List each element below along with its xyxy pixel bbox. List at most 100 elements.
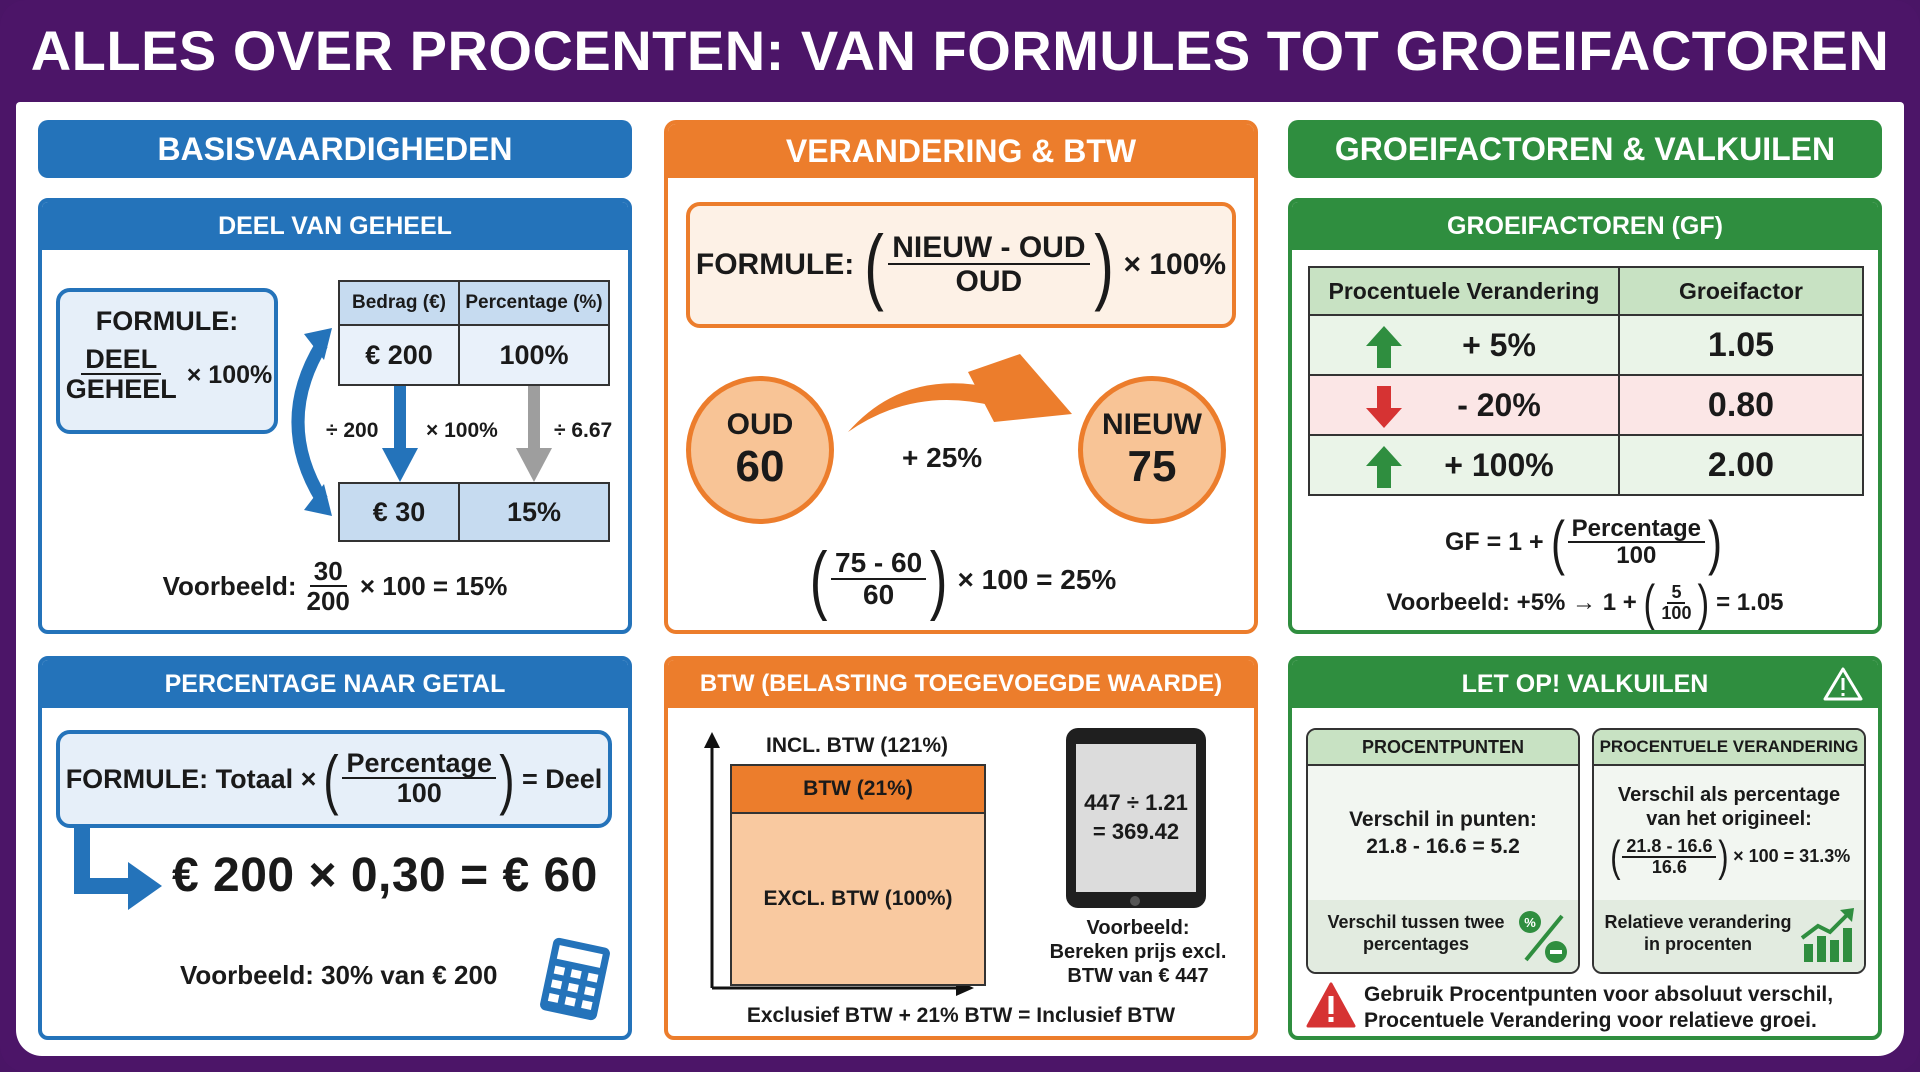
card-line: van het origineel: <box>1646 807 1812 830</box>
panel-heading: BTW (BELASTING TOEGEVOEGDE WAARDE) <box>668 660 1254 708</box>
card-line: Verschil in punten: <box>1349 807 1537 831</box>
card-footer: Relatieve verandering in procenten <box>1594 900 1864 972</box>
example-fraction: 5 100 <box>1657 582 1695 624</box>
gf-example: Voorbeeld: +5% → 1 + ( 5 100 ) = 1.05 <box>1292 574 1878 631</box>
panel-deel-van-geheel: DEEL VAN GEHEEL FORMULE: DEEL GEHEEL × 1… <box>38 198 632 634</box>
example-line: BTW van € 447 <box>1067 965 1209 987</box>
formula-multiplier: × 100% <box>186 360 273 389</box>
footer-line: in procenten <box>1643 933 1752 954</box>
paren-left: ( <box>864 217 884 312</box>
formula-fraction: Percentage 100 <box>1567 516 1706 570</box>
percent-minus-icon: % <box>1519 911 1567 963</box>
paren-left: ( <box>323 742 340 816</box>
formula-multiplier: × 100% <box>1123 248 1227 281</box>
formula-fraction: NIEUW - OUD OUD <box>888 232 1090 298</box>
calc-fraction: 75 - 60 60 <box>831 548 927 610</box>
warning-text: Gebruik Procentpunten voor absoluut vers… <box>1364 982 1833 1035</box>
gf-formula: GF = 1 + ( Percentage 100 ) <box>1292 508 1878 577</box>
table-cell: 100% <box>458 324 610 386</box>
example-result: × 100 = 15% <box>359 571 508 602</box>
example-prefix: Voorbeeld: +5% → 1 + <box>1386 589 1637 616</box>
warning-red-icon <box>1306 982 1356 1028</box>
formula-label: FORMULE: <box>695 248 855 281</box>
formula-denominator: 100 <box>1616 541 1657 569</box>
tablet-icon: 447 ÷ 1.21 = 369.42 <box>1066 728 1206 908</box>
formula-numerator: Percentage <box>342 749 497 780</box>
old-label: OUD <box>726 408 794 441</box>
calculation-result: € 200 × 0,30 = € 60 <box>172 849 598 902</box>
calculator-icon <box>540 937 610 1021</box>
paren-left: ( <box>1550 509 1565 576</box>
table-row: - 20% 0.80 <box>1308 374 1864 436</box>
formula-prefix: FORMULE: Totaal × <box>65 763 317 794</box>
paren-right: ) <box>1697 575 1710 631</box>
arrow-down-blue-icon <box>382 386 418 482</box>
formula-fraction: Percentage 100 <box>342 749 497 809</box>
change-value: + 100% <box>1444 446 1554 483</box>
paren-right: ) <box>1708 509 1723 576</box>
footer-line: percentages <box>1362 933 1470 954</box>
old-value: 60 <box>735 442 785 491</box>
paren-right: ) <box>1093 217 1114 312</box>
change-calculation: ( 75 - 60 60 ) × 100 = 25% <box>668 536 1254 623</box>
card-procentuele-verandering: PROCENTUELE VERANDERING Verschil als per… <box>1592 728 1866 974</box>
excl-btw-segment: EXCL. BTW (100%) <box>732 814 984 984</box>
calc-numerator: 21.8 - 16.6 <box>1622 836 1717 858</box>
card-heading: PROCENTPUNTEN <box>1308 730 1578 766</box>
new-label: NIEUW <box>1102 408 1202 441</box>
btw-example: Voorbeeld: Bereken prijs excl. BTW van €… <box>1038 916 1238 988</box>
panel-btw: BTW (BELASTING TOEGEVOEGDE WAARDE) INCL.… <box>664 656 1258 1040</box>
calc-numerator: 75 - 60 <box>831 548 927 580</box>
table-cell: € 30 <box>338 482 460 542</box>
change-value: - 20% <box>1457 386 1541 423</box>
table-header: Procentuele Verandering <box>1308 266 1620 316</box>
home-button-icon <box>1130 896 1140 906</box>
formula-denominator: GEHEEL <box>65 374 177 405</box>
paren-right: ) <box>1718 831 1729 881</box>
warning-line: Gebruik Procentpunten voor absoluut vers… <box>1364 983 1834 1006</box>
example-denominator: 100 <box>1661 602 1692 623</box>
column-heading-verandering: VERANDERING & BTW <box>668 124 1254 178</box>
example-line: Voorbeeld: <box>1086 917 1190 939</box>
factor-value: 2.00 <box>1618 434 1864 496</box>
formula-numerator: DEEL <box>81 345 162 376</box>
arrow-label-multiply: × 100% <box>426 419 498 442</box>
panel-heading-text: LET OP! VALKUILEN <box>1461 669 1709 698</box>
new-value-circle: NIEUW 75 <box>1078 376 1226 524</box>
table-cell: € 200 <box>338 324 460 386</box>
warning-line: Procentuele Verandering voor relatieve g… <box>1364 1009 1817 1033</box>
table-header-percentage: Percentage (%) <box>458 280 610 326</box>
arrow-up-green-icon <box>1366 446 1402 488</box>
double-curved-arrow-icon <box>291 328 332 516</box>
table-row: + 5% 1.05 <box>1308 314 1864 376</box>
factor-value: 1.05 <box>1618 314 1864 376</box>
change-value: + 5% <box>1462 326 1536 363</box>
tablet-line: = 369.42 <box>1092 819 1180 844</box>
footer-line: Relatieve verandering <box>1604 912 1792 932</box>
arrow-label-divide: ÷ 200 <box>326 419 379 442</box>
paren-right: ) <box>499 742 515 816</box>
growth-chart-icon <box>1800 908 1854 962</box>
panel-percentage-naar-getal: PERCENTAGE NAAR GETAL FORMULE: Totaal × … <box>38 656 632 1040</box>
table-row: + 100% 2.00 <box>1308 434 1864 496</box>
table-header: Groeifactor <box>1618 266 1864 316</box>
formula-numerator: NIEUW - OUD <box>888 232 1090 266</box>
table-cell: 15% <box>458 482 610 542</box>
column-heading-groei: GROEIFACTOREN & VALKUILEN <box>1288 120 1882 178</box>
change-formula-box: FORMULE: ( NIEUW - OUD OUD ) × 100% <box>686 202 1236 328</box>
amount-table-bottom: € 30 15% <box>338 482 610 542</box>
panel-verandering: VERANDERING & BTW FORMULE: ( NIEUW - OUD… <box>664 120 1258 634</box>
card-line: 21.8 - 16.6 = 5.2 <box>1366 835 1520 858</box>
column-heading-basis: BASISVAARDIGHEDEN <box>38 120 632 178</box>
example-denominator: 200 <box>306 586 350 617</box>
arrow-up-green-icon <box>1366 326 1402 368</box>
card-body: Verschil in punten: 21.8 - 16.6 = 5.2 <box>1308 766 1578 900</box>
panel-groeifactoren: GROEIFACTOREN (GF) Procentuele Veranderi… <box>1288 198 1882 634</box>
example-numerator: 30 <box>309 557 347 588</box>
card-body: Verschil als percentage van het originee… <box>1594 766 1864 900</box>
formula-fraction: DEEL GEHEEL <box>62 345 181 405</box>
panel-heading: LET OP! VALKUILEN <box>1292 660 1878 708</box>
calc-fraction: 21.8 - 16.6 16.6 <box>1622 836 1717 878</box>
btw-segment: BTW (21%) <box>732 766 984 814</box>
new-value: 75 <box>1127 442 1177 491</box>
